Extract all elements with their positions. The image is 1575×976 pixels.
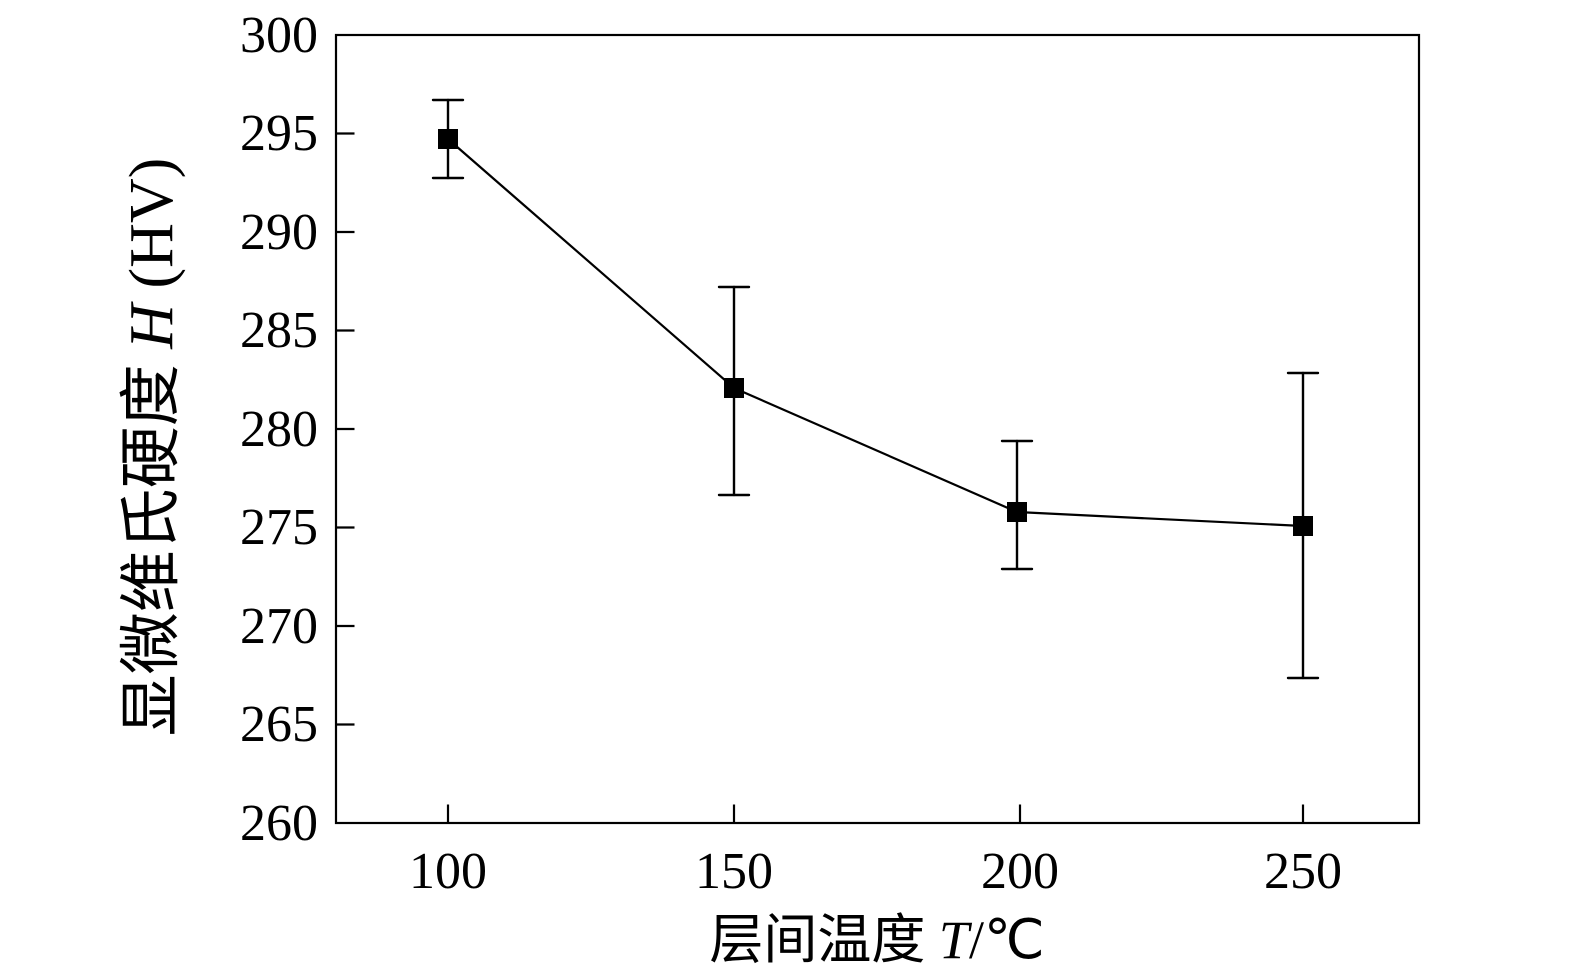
svg-text:260: 260 [240,795,318,852]
svg-text:290: 290 [240,204,318,261]
svg-text:层间温度 T/℃: 层间温度 T/℃ [709,910,1044,970]
svg-text:300: 300 [240,7,318,64]
svg-text:275: 275 [240,499,318,556]
svg-text:显微维氏硬度 H (HV): 显微维氏硬度 H (HV) [118,158,186,737]
svg-text:150: 150 [695,843,773,900]
svg-text:270: 270 [240,598,318,655]
svg-text:285: 285 [240,302,318,359]
svg-text:250: 250 [1264,843,1342,900]
svg-text:100: 100 [409,843,487,900]
svg-text:200: 200 [981,843,1059,900]
svg-text:280: 280 [240,401,318,458]
svg-text:265: 265 [240,696,318,753]
svg-text:295: 295 [240,105,318,162]
